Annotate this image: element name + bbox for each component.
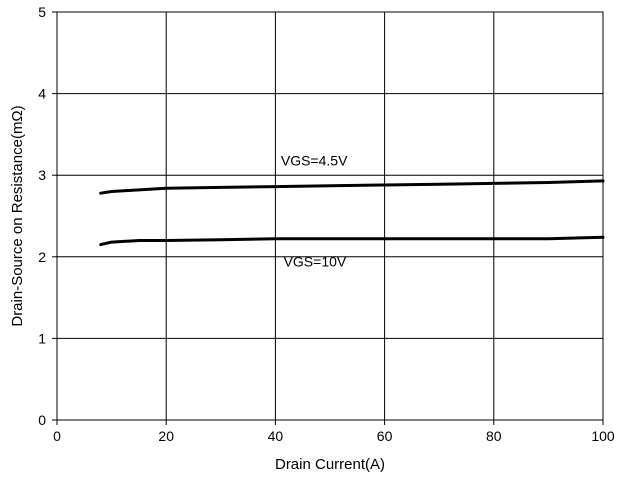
x-axis-label: Drain Current(A) <box>275 456 385 473</box>
x-axis-ticks: 0 20 40 60 80 100 <box>53 420 615 444</box>
x-tick-label: 80 <box>486 428 502 444</box>
y-tick-label: 1 <box>38 330 46 346</box>
grid <box>56 11 604 421</box>
series-lines <box>99 179 605 247</box>
x-tick-label: 100 <box>591 428 615 444</box>
series-annotation: VGS=10V <box>284 254 347 270</box>
x-tick-label: 20 <box>158 428 174 444</box>
x-tick-label: 40 <box>268 428 284 444</box>
y-tick-label: 2 <box>38 249 46 265</box>
annotations: VGS=4.5V VGS=10V <box>281 152 348 269</box>
series-line-0 <box>99 179 605 195</box>
series-line-1 <box>99 235 605 247</box>
y-axis-label: Drain-Source on Resistance(mΩ) <box>9 105 26 326</box>
x-tick-label: 0 <box>53 428 61 444</box>
y-axis-ticks: 0 1 2 3 4 5 <box>38 4 57 428</box>
y-tick-label: 3 <box>38 167 46 183</box>
y-tick-label: 4 <box>38 86 46 102</box>
y-tick-label: 0 <box>38 412 46 428</box>
series-annotation: VGS=4.5V <box>281 152 348 168</box>
x-tick-label: 60 <box>377 428 393 444</box>
y-tick-label: 5 <box>38 4 46 20</box>
plot-frame <box>56 11 604 421</box>
